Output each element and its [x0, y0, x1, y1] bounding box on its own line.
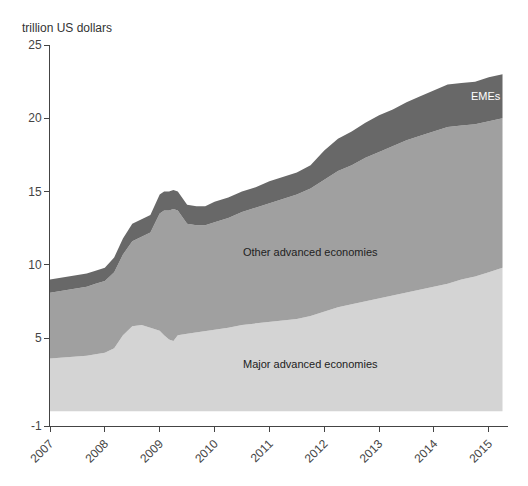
svg-text:trillion US dollars: trillion US dollars: [22, 21, 112, 35]
svg-text:15: 15: [28, 185, 42, 199]
svg-text:Other advanced economies: Other advanced economies: [243, 246, 378, 258]
svg-text:2010: 2010: [192, 437, 221, 466]
svg-text:2007: 2007: [28, 437, 57, 466]
svg-text:2011: 2011: [248, 437, 276, 465]
svg-text:2013: 2013: [357, 437, 386, 466]
svg-text:2008: 2008: [82, 437, 111, 466]
svg-text:Major advanced economies: Major advanced economies: [243, 358, 378, 370]
svg-text:5: 5: [35, 331, 42, 345]
svg-text:10: 10: [28, 258, 42, 272]
svg-text:2009: 2009: [137, 437, 166, 466]
svg-text:2014: 2014: [412, 437, 441, 466]
svg-text:2012: 2012: [302, 437, 331, 466]
svg-text:EMEs: EMEs: [471, 90, 501, 102]
svg-text:-1: -1: [31, 419, 42, 433]
svg-text:20: 20: [28, 111, 42, 125]
svg-text:2015: 2015: [466, 437, 495, 466]
svg-text:25: 25: [28, 38, 42, 52]
